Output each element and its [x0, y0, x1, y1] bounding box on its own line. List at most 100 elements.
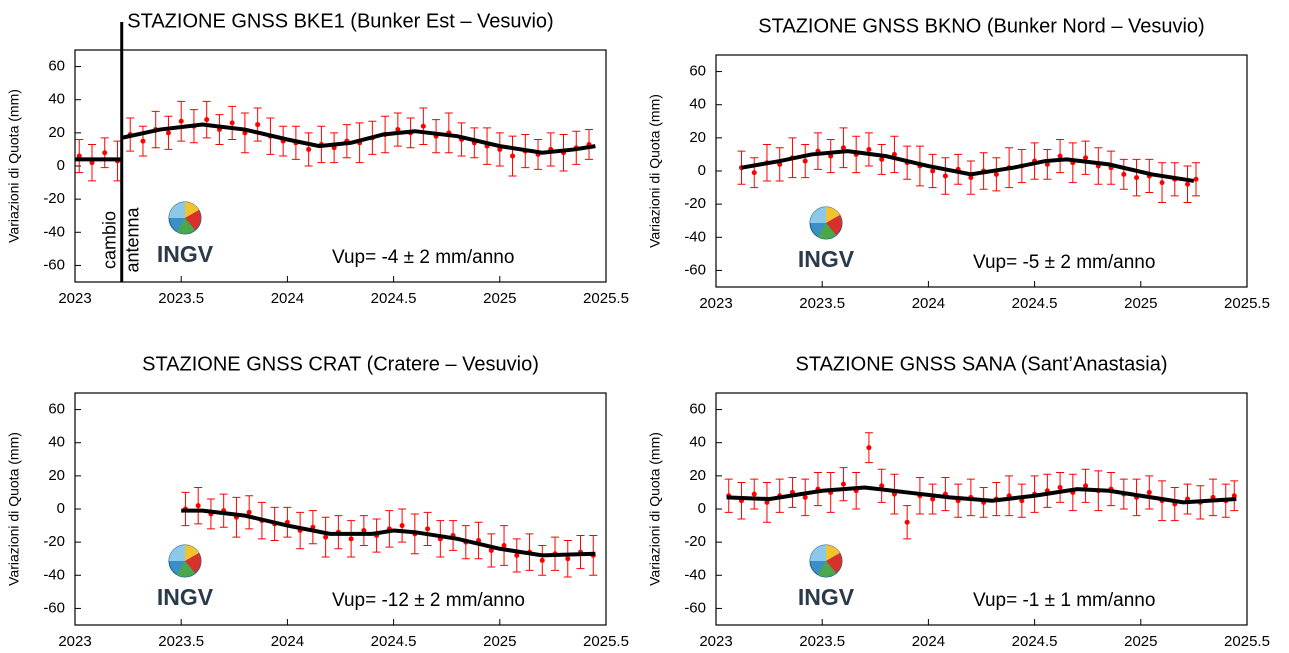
data-point	[751, 491, 757, 497]
plot-frame	[715, 54, 1248, 288]
logo-segment	[826, 544, 840, 561]
data-point	[1057, 484, 1063, 490]
y-tick-label: 0	[698, 500, 706, 517]
y-tick-label: -40	[43, 223, 65, 240]
y-tick-label: 60	[48, 401, 65, 418]
annotation: Vup= -1 ± 1 mm/anno	[973, 590, 1155, 611]
data-point	[1193, 176, 1199, 182]
data-point	[165, 130, 171, 136]
y-tick-label: 20	[48, 124, 65, 141]
data-point	[195, 503, 201, 509]
plot-frame	[74, 49, 607, 283]
y-tick-label: -60	[684, 599, 706, 616]
data-point	[930, 496, 936, 502]
y-tick-label: 20	[689, 467, 706, 484]
x-tick-label: 2023	[699, 295, 732, 312]
plot-frame	[715, 392, 1248, 626]
y-tick-label: 40	[48, 91, 65, 108]
x-tick-label: 2023	[58, 633, 91, 650]
data-point	[1044, 161, 1050, 167]
y-tick-label: 40	[48, 434, 65, 451]
data-point	[565, 556, 571, 562]
fit-curve	[726, 485, 1237, 505]
data-point	[879, 483, 885, 489]
data-point	[102, 150, 108, 156]
data-point	[140, 138, 146, 144]
logo-segment	[185, 210, 201, 230]
data-point	[930, 168, 936, 174]
y-tick-label: -60	[684, 261, 706, 278]
data-point	[1185, 181, 1191, 187]
logo-text: INGV	[798, 246, 855, 272]
x-tick-label: 2023	[58, 290, 91, 307]
data-point	[1019, 498, 1025, 504]
chart-panel: STAZIONE GNSS SANA (Sant’Anastasia) Varia…	[647, 353, 1270, 650]
event-label: antenna	[122, 206, 142, 272]
logo-segment	[818, 561, 836, 577]
x-tick-label: 2025	[483, 290, 516, 307]
y-tick-label: -40	[684, 566, 706, 583]
x-tick-label: 2024.5	[371, 290, 417, 307]
y-tick-label: -20	[684, 195, 706, 212]
data-point	[395, 127, 401, 133]
x-tick-label: 2024	[912, 633, 945, 650]
logo-text: INGV	[157, 241, 214, 267]
data-point	[89, 160, 95, 166]
data-point	[802, 494, 808, 500]
data-point	[488, 547, 494, 553]
x-tick-label: 2023.5	[799, 295, 845, 312]
data-point	[879, 156, 885, 162]
data-point	[539, 557, 545, 563]
data-point	[840, 145, 846, 151]
chart-panel: STAZIONE GNSS BKNO (Bunker Nord – Vesuvi…	[647, 15, 1270, 312]
y-tick-label: -20	[43, 533, 65, 550]
plot-frame	[74, 392, 607, 626]
data-point	[1083, 483, 1089, 489]
x-tick-label: 2024.5	[371, 633, 417, 650]
fit-curve	[181, 508, 596, 558]
data-point	[1159, 180, 1165, 186]
logo-segment	[818, 223, 836, 239]
x-tick-label: 2024	[271, 290, 304, 307]
data-point	[514, 552, 520, 558]
data-point	[255, 122, 261, 128]
x-tick-label: 2025.5	[1224, 633, 1270, 650]
y-tick-label: -20	[43, 190, 65, 207]
data-point	[802, 158, 808, 164]
data-point	[1083, 155, 1089, 161]
data-point	[361, 528, 367, 534]
y-tick-label: 60	[48, 58, 65, 75]
y-tick-label: -60	[43, 599, 65, 616]
data-point	[1231, 493, 1237, 499]
logo-segment	[826, 206, 840, 223]
logo-segment	[185, 553, 201, 573]
y-tick-label: 0	[57, 157, 65, 174]
data-point	[866, 146, 872, 152]
x-tick-label: 2025	[483, 633, 516, 650]
data-point	[942, 173, 948, 179]
chart-title: STAZIONE GNSS BKNO (Bunker Nord – Vesuvi…	[758, 15, 1204, 37]
chart-panel: STAZIONE GNSS BKE1 (Bunker Est – Vesuvio…	[6, 10, 629, 307]
y-tick-label: 40	[689, 434, 706, 451]
data-point	[993, 171, 999, 177]
data-point	[510, 153, 516, 159]
annotation: Vup= -4 ± 2 mm/anno	[332, 247, 514, 268]
logo-text: INGV	[157, 584, 214, 610]
event-label: cambio	[99, 211, 119, 269]
data-point	[246, 509, 252, 515]
y-tick-label: -20	[684, 533, 706, 550]
data-point	[1057, 153, 1063, 159]
logo-segment	[169, 202, 185, 218]
x-tick-label: 2023.5	[158, 290, 204, 307]
y-tick-label: -40	[684, 228, 706, 245]
y-tick-label: 40	[689, 96, 706, 113]
data-point	[904, 519, 910, 525]
x-tick-label: 2023.5	[799, 633, 845, 650]
y-axis-label: Variazioni di Quota (mm)	[647, 432, 663, 586]
fit-curve	[741, 149, 1195, 183]
data-point	[420, 123, 426, 129]
logo-segment	[810, 207, 826, 223]
y-tick-label: 60	[689, 63, 706, 80]
data-point	[348, 536, 354, 542]
